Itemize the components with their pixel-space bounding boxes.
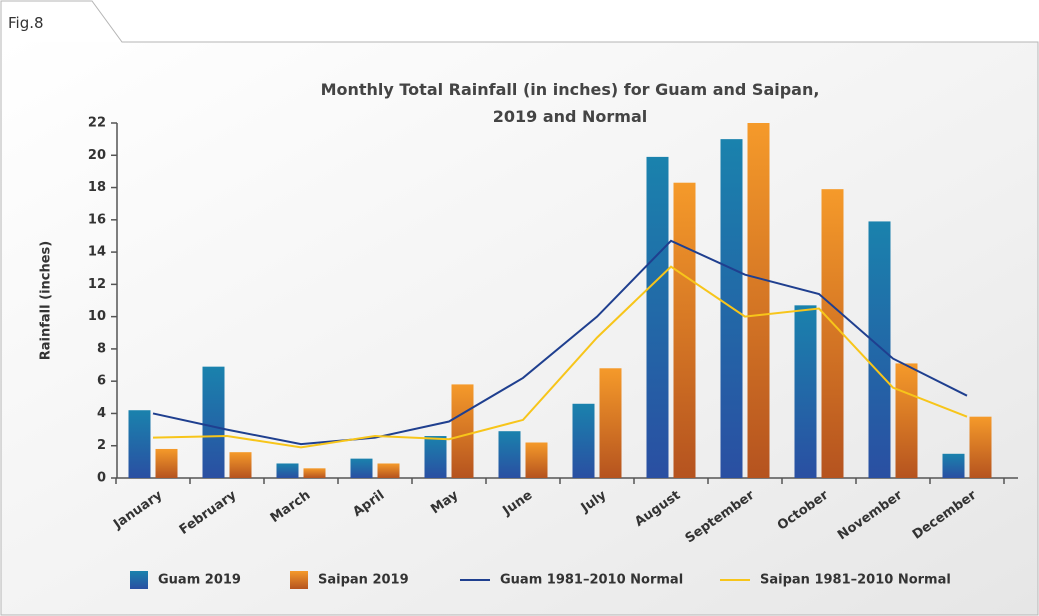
bar <box>673 182 696 479</box>
y-tick-label: 2 <box>97 438 106 453</box>
y-axis-label: Rainfall (inches) <box>39 241 54 360</box>
y-tick-label: 14 <box>88 245 106 260</box>
y-tick-label: 10 <box>88 309 106 324</box>
y-tick-label: 4 <box>97 406 106 421</box>
figure-label: Fig.8 <box>8 14 44 32</box>
bar <box>451 384 474 478</box>
bar <box>572 403 595 478</box>
bar <box>424 436 447 478</box>
panel <box>1 42 1038 615</box>
bar <box>794 305 817 478</box>
bar <box>599 368 622 478</box>
legend-label: Guam 1981–2010 Normal <box>500 573 683 588</box>
bar <box>229 452 252 478</box>
bar <box>155 448 178 478</box>
bar <box>895 363 918 478</box>
line <box>152 239 968 446</box>
y-tick-label: 18 <box>88 180 106 195</box>
bar <box>868 221 891 478</box>
bar <box>969 416 992 478</box>
legend-swatch <box>130 571 148 589</box>
legend-label: Guam 2019 <box>158 573 241 588</box>
line <box>152 265 968 449</box>
chart-title: Monthly Total Rainfall (in inches) for G… <box>320 80 820 126</box>
bar <box>276 463 299 478</box>
bar <box>525 442 548 478</box>
y-tick-label: 22 <box>88 116 106 131</box>
bar <box>377 463 400 478</box>
bar <box>646 156 669 479</box>
legend-label: Saipan 2019 <box>318 573 409 588</box>
y-tick-label: 6 <box>97 374 106 389</box>
y-tick-label: 16 <box>88 212 106 227</box>
y-tick-label: 8 <box>97 341 106 356</box>
y-tick-label: 12 <box>88 277 106 292</box>
legend-swatch <box>290 571 308 589</box>
y-tick-label: 20 <box>88 148 106 163</box>
bar <box>942 453 965 478</box>
bar <box>128 410 151 478</box>
bar <box>498 431 521 478</box>
bar <box>303 468 326 478</box>
bar <box>350 458 373 478</box>
bar <box>821 189 844 478</box>
bar <box>202 366 225 478</box>
legend-label: Saipan 1981–2010 Normal <box>760 573 951 588</box>
y-tick-label: 0 <box>97 471 106 486</box>
bar <box>747 123 770 478</box>
